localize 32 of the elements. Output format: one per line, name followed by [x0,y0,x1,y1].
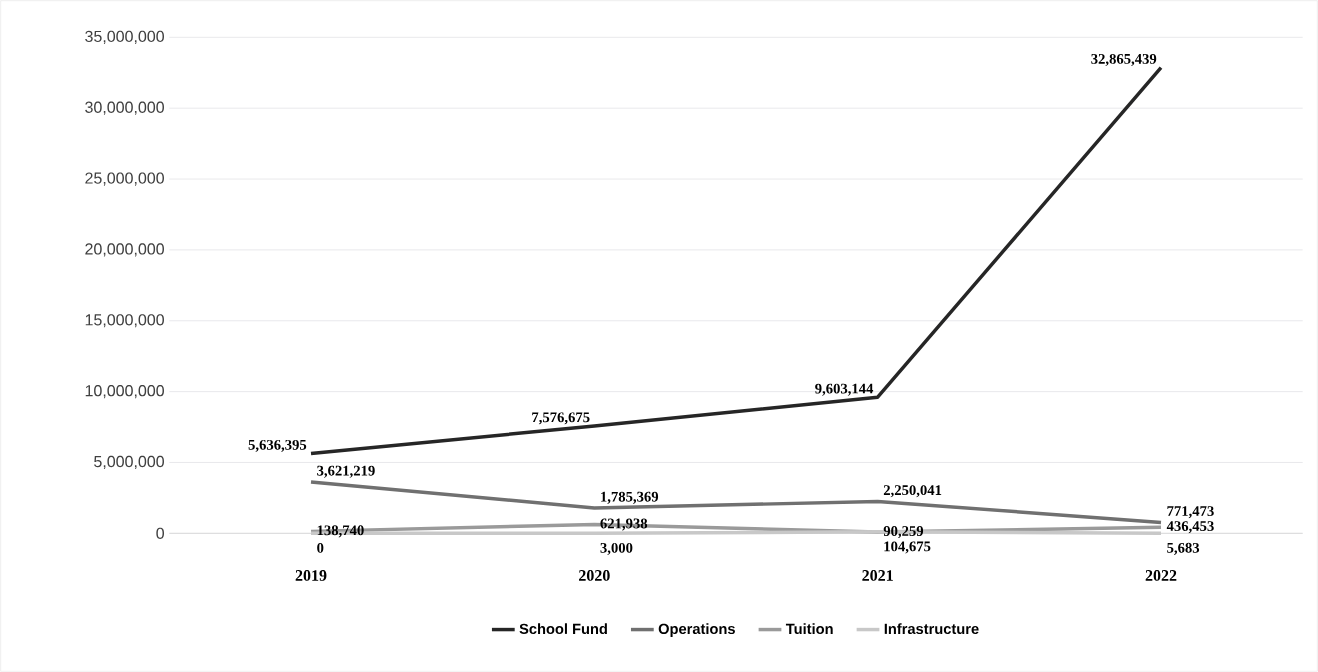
data-label: 32,865,439 [1091,53,1157,66]
y-tick-label: 35,000,000 [85,30,164,44]
y-tick-label: 15,000,000 [85,314,164,328]
data-label: 2,250,041 [883,485,942,498]
data-label: 621,938 [600,518,648,531]
data-label: 7,576,675 [532,412,590,425]
legend-label: Tuition [785,623,833,635]
x-tick-label: 2022 [1145,570,1177,581]
data-label: 0 [317,542,324,553]
data-label: 3,621,219 [317,465,375,478]
data-label: 5,683 [1167,542,1200,555]
data-label: 104,675 [884,541,931,554]
legend-label: Infrastructure [884,623,979,635]
data-label: 3,000 [600,542,633,555]
data-label: 138,740 [317,525,364,538]
data-label: 436,453 [1166,521,1214,534]
x-tick-label: 2019 [295,570,327,581]
y-tick-label: 0 [156,527,165,539]
y-tick-label: 30,000,000 [85,101,164,115]
y-tick-label: 20,000,000 [85,243,164,257]
data-label: 1,785,369 [601,491,659,504]
y-tick-label: 25,000,000 [85,172,164,186]
data-label: 5,636,395 [248,439,307,452]
data-label: 9,603,144 [815,383,874,396]
y-tick-label: 5,000,000 [94,455,164,470]
x-tick-label: 2021 [862,570,893,581]
data-label: 771,473 [1167,506,1214,519]
x-tick-label: 2020 [579,570,610,581]
y-tick-label: 10,000,000 [85,385,164,399]
legend-label: Operations [658,623,735,637]
data-label: 90,259 [883,526,924,539]
legend-label: School Fund [519,623,607,635]
